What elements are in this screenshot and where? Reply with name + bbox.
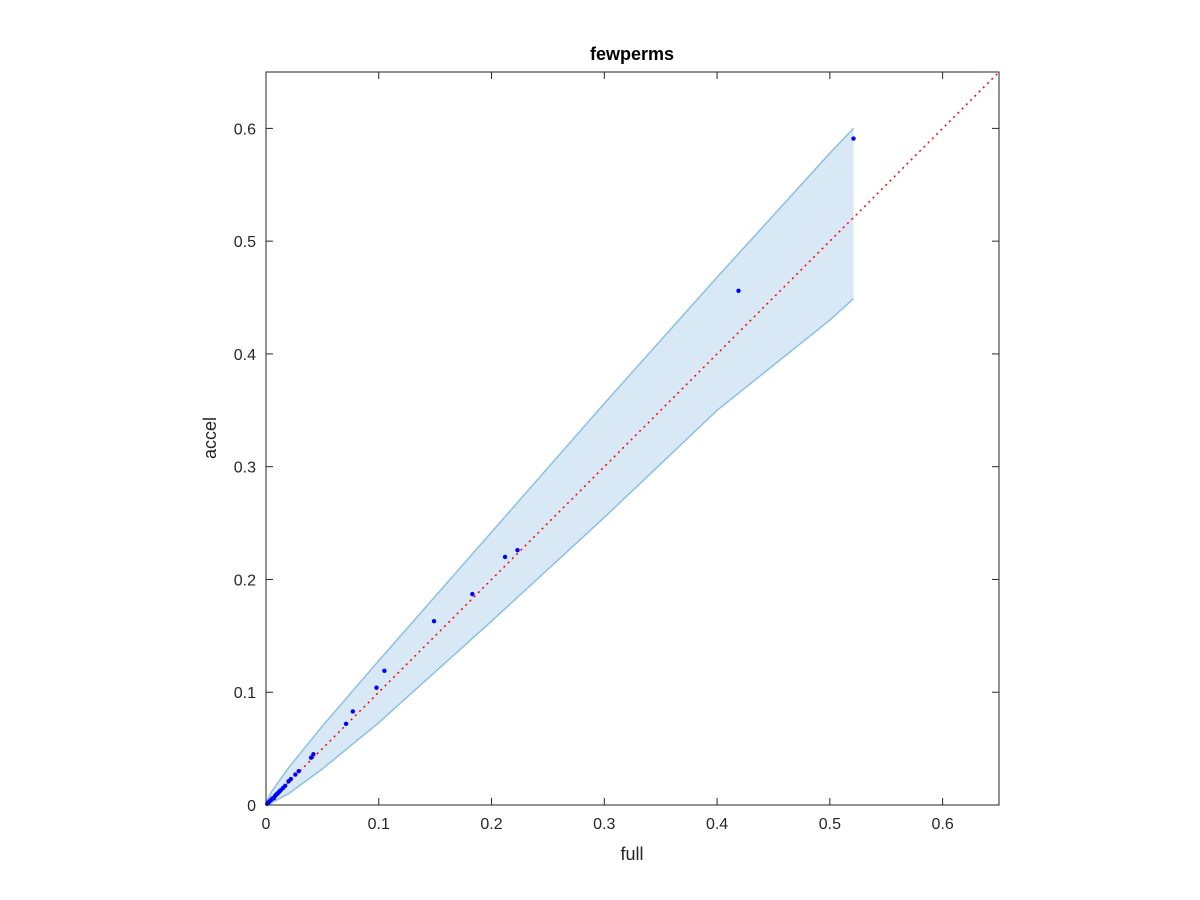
x-tick-label: 0.5 [819, 816, 841, 833]
data-point [296, 768, 301, 774]
x-tick-label: 0.6 [931, 816, 953, 833]
y-tick-label: 0.6 [234, 121, 256, 138]
band-upper-edge [265, 127, 855, 804]
data-point [311, 752, 316, 757]
data-point [288, 776, 294, 782]
plot-border [265, 71, 1000, 806]
y-tick-label: 0.5 [234, 234, 256, 251]
x-tick-label: 0 [262, 816, 271, 833]
chart-title: fewperms [590, 44, 674, 64]
y-tick-label: 0 [247, 798, 256, 815]
x-tick-label: 0.2 [480, 816, 502, 833]
data-point [382, 668, 387, 674]
data-point [851, 136, 856, 141]
x-axis-label: full [620, 844, 643, 864]
x-tick-label: 0.4 [706, 816, 728, 833]
data-point [374, 685, 379, 690]
data-point [308, 755, 314, 760]
confidence-band [265, 127, 855, 806]
data-point [343, 721, 349, 727]
y-tick-label: 0.1 [234, 685, 256, 702]
data-points [264, 136, 856, 807]
data-point [431, 618, 437, 624]
band-fill [266, 128, 854, 805]
y-tick-label: 0.2 [234, 572, 256, 589]
y-tick-label: 0.3 [234, 460, 256, 477]
data-point [515, 547, 520, 553]
data-point [293, 772, 298, 777]
x-tick-label: 0.1 [368, 816, 390, 833]
y-axis-label: accel [200, 417, 220, 459]
data-point [282, 783, 288, 789]
y-tick-label: 0.4 [234, 347, 256, 364]
data-point [350, 709, 356, 714]
x-tick-label: 0.3 [593, 816, 615, 833]
data-point [736, 288, 741, 293]
data-point [502, 554, 508, 560]
data-point [470, 591, 475, 597]
band-lower-edge [265, 298, 855, 806]
axis-ticks: 0 0.1 0.2 0.3 0.4 0.5 0.6 0 0.1 0.2 0.3 0.4 0.5 0.6 [234, 72, 999, 833]
